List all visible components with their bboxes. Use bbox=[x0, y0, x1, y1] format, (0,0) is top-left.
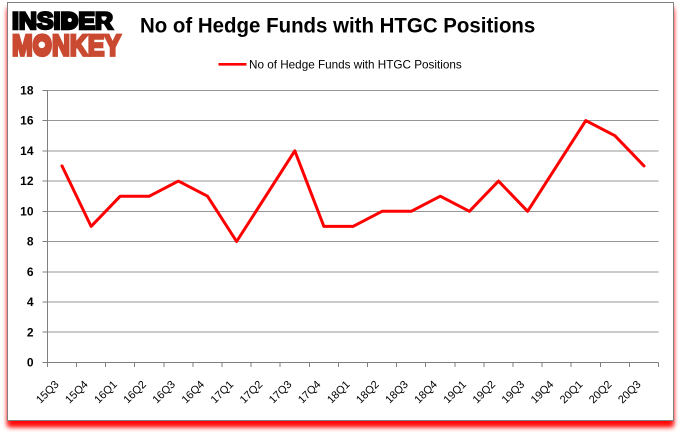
svg-text:16: 16 bbox=[20, 114, 34, 128]
svg-text:15Q4: 15Q4 bbox=[63, 379, 91, 407]
svg-text:19Q1: 19Q1 bbox=[441, 379, 469, 407]
svg-text:6: 6 bbox=[27, 265, 34, 279]
svg-text:17Q3: 17Q3 bbox=[267, 379, 295, 407]
svg-text:16Q2: 16Q2 bbox=[121, 379, 149, 407]
svg-text:15Q3: 15Q3 bbox=[34, 379, 62, 407]
svg-text:17Q1: 17Q1 bbox=[209, 379, 237, 407]
svg-text:4: 4 bbox=[27, 295, 34, 309]
svg-text:MONKEY: MONKEY bbox=[12, 30, 121, 63]
svg-text:19Q4: 19Q4 bbox=[529, 379, 557, 407]
svg-text:18Q4: 18Q4 bbox=[412, 379, 440, 407]
svg-text:18Q2: 18Q2 bbox=[354, 379, 382, 407]
svg-text:19Q2: 19Q2 bbox=[471, 379, 499, 407]
svg-text:16Q3: 16Q3 bbox=[150, 379, 178, 407]
svg-text:20Q2: 20Q2 bbox=[587, 379, 615, 407]
svg-text:16Q4: 16Q4 bbox=[180, 379, 208, 407]
svg-text:19Q3: 19Q3 bbox=[500, 379, 528, 407]
svg-text:18Q1: 18Q1 bbox=[325, 379, 353, 407]
svg-text:20Q3: 20Q3 bbox=[616, 379, 644, 407]
svg-text:0: 0 bbox=[27, 356, 34, 370]
svg-text:20Q1: 20Q1 bbox=[558, 379, 586, 407]
svg-text:18Q3: 18Q3 bbox=[383, 379, 411, 407]
svg-text:8: 8 bbox=[27, 235, 34, 249]
svg-text:2: 2 bbox=[27, 325, 34, 339]
svg-text:INSIDER: INSIDER bbox=[12, 8, 113, 35]
svg-text:No of Hedge Funds with HTGC Po: No of Hedge Funds with HTGC Positions bbox=[249, 57, 462, 71]
svg-text:17Q2: 17Q2 bbox=[238, 379, 266, 407]
svg-text:10: 10 bbox=[20, 204, 34, 218]
svg-text:18: 18 bbox=[20, 84, 34, 98]
svg-text:No of Hedge Funds with HTGC Po: No of Hedge Funds with HTGC Positions bbox=[140, 14, 535, 37]
svg-text:17Q4: 17Q4 bbox=[296, 379, 324, 407]
svg-text:12: 12 bbox=[20, 174, 34, 188]
svg-text:14: 14 bbox=[20, 144, 34, 158]
svg-text:16Q1: 16Q1 bbox=[92, 379, 120, 407]
